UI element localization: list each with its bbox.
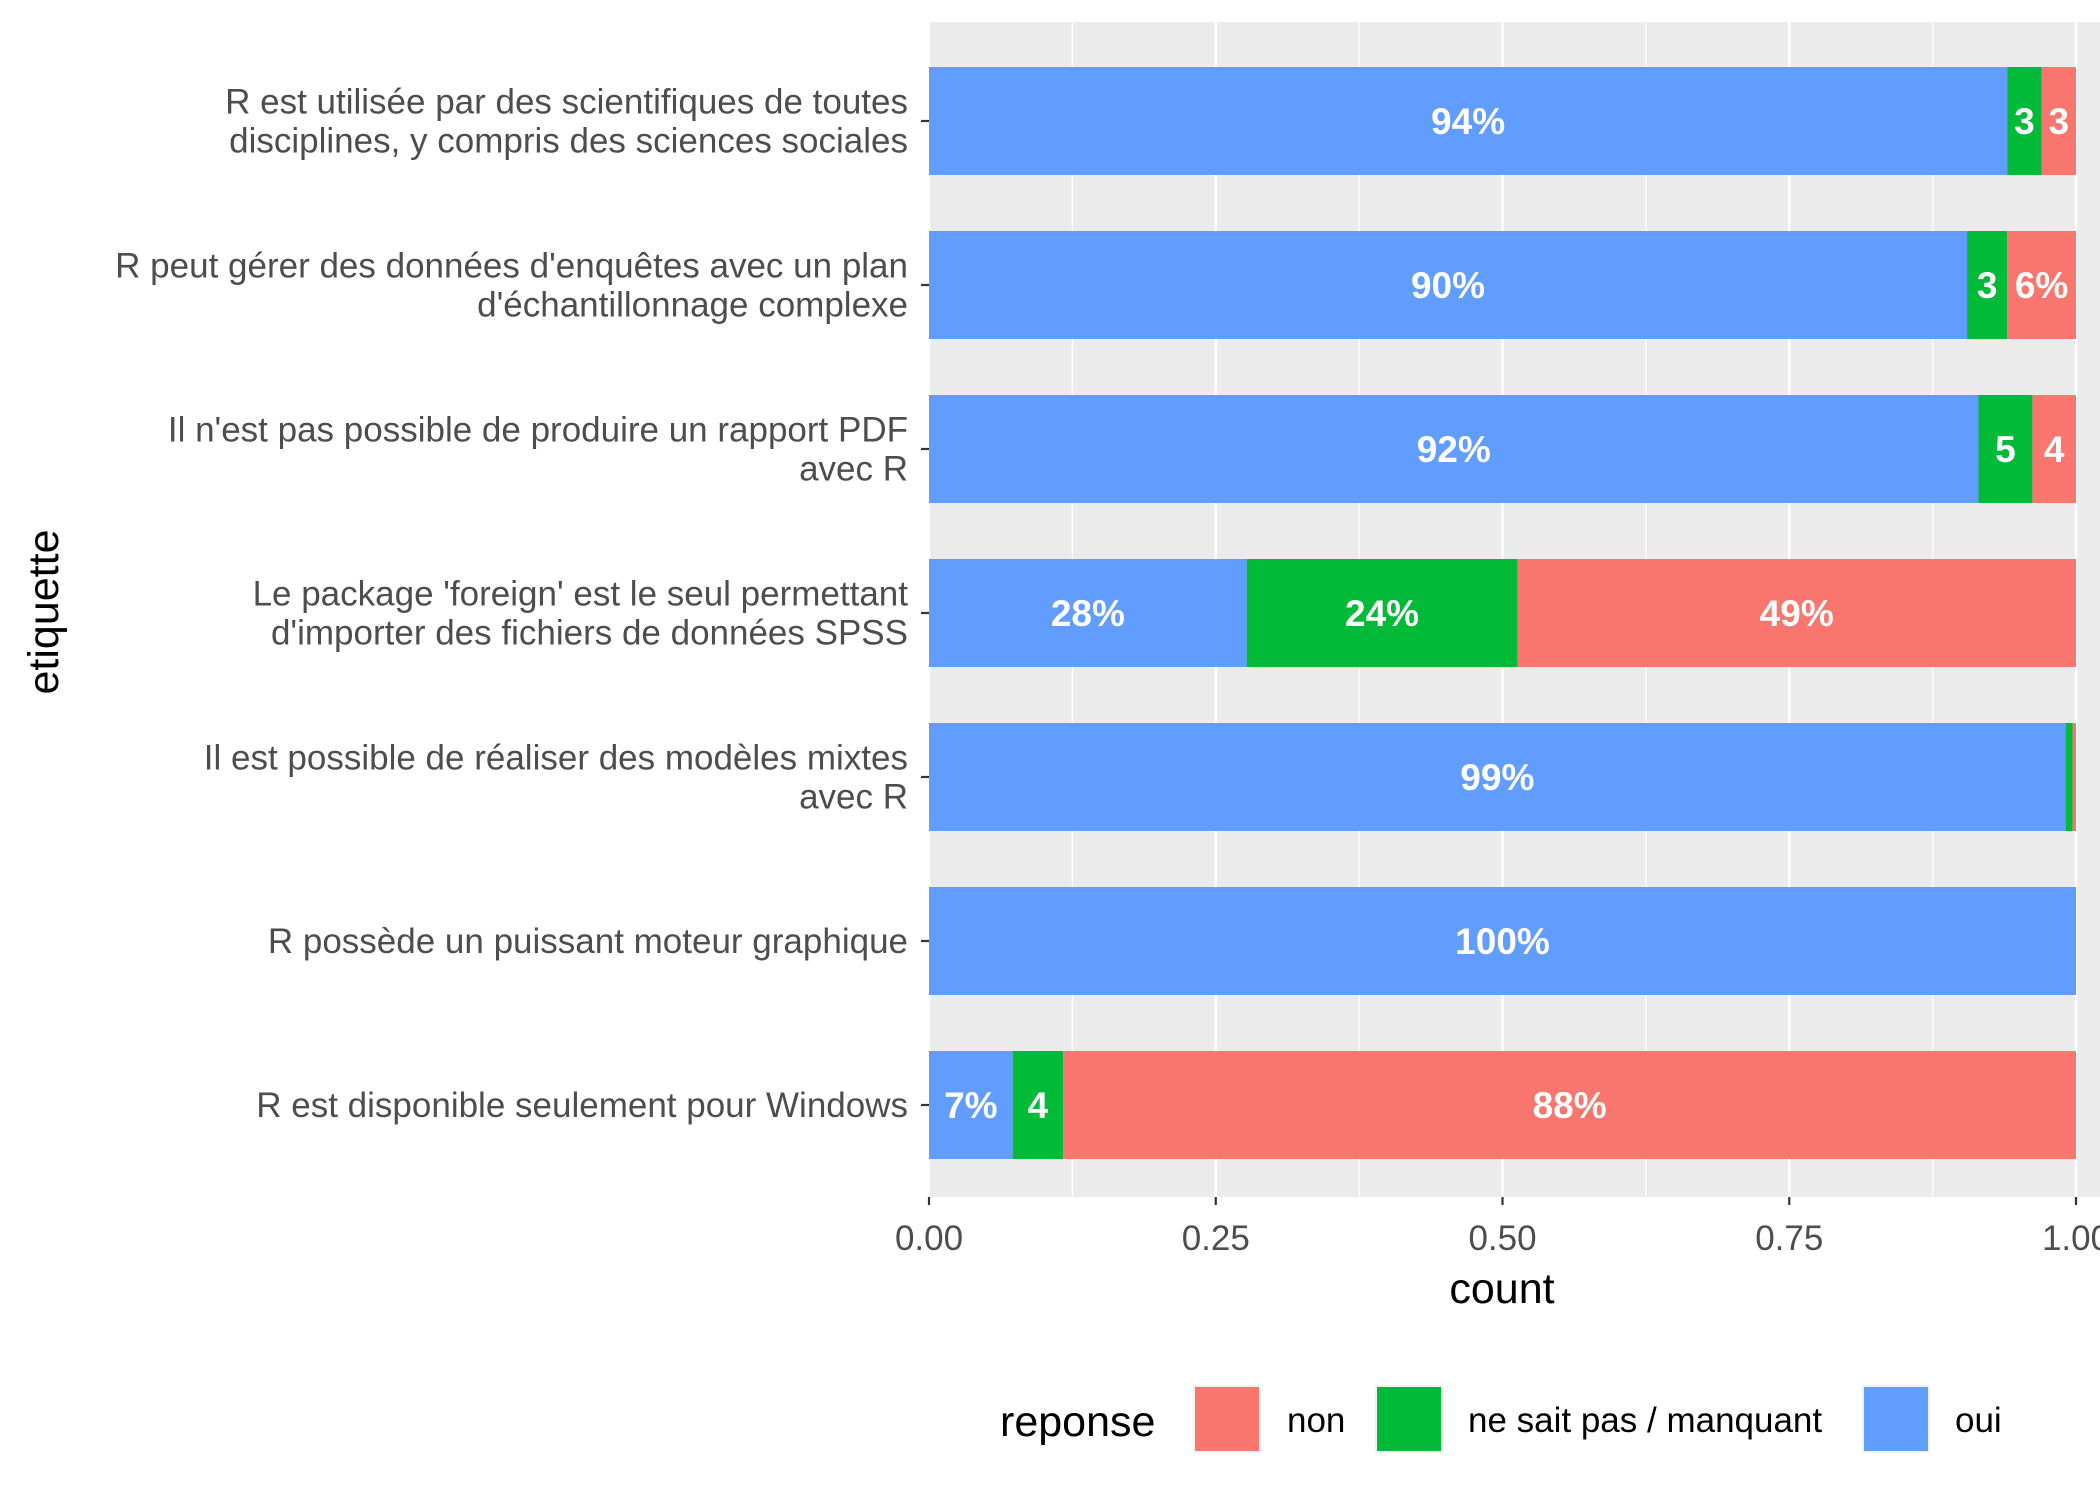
bar-value-label: 7%	[944, 1085, 997, 1126]
bar-segment-nsp	[1978, 395, 2033, 503]
category-label: Il est possible de réaliser des modèles …	[204, 739, 908, 778]
legend-label-oui: oui	[1955, 1401, 2002, 1440]
y-axis-labels: R est utilisée par des scientifiques de …	[115, 83, 929, 1125]
bar-value-label: 49%	[1760, 593, 1834, 634]
category-label: Le package 'foreign' est le seul permett…	[253, 575, 909, 614]
bar-segment-non	[1063, 1051, 2076, 1159]
bar-segment-oui	[929, 231, 1968, 339]
bar-value-label: 88%	[1533, 1085, 1607, 1126]
category-label: d'importer des fichiers de données SPSS	[271, 614, 908, 653]
bar-value-label: 94%	[1431, 101, 1505, 142]
bar-value-label: 3	[2049, 101, 2070, 142]
legend: reponse non ne sait pas / manquant oui	[1000, 1385, 2002, 1453]
bar-value-label: 3	[1977, 265, 1998, 306]
category-label: R peut gérer des données d'enquêtes avec…	[115, 247, 908, 286]
bar-segment-non	[2007, 231, 2076, 339]
legend-label-non: non	[1287, 1401, 1345, 1440]
bar-segment-oui	[929, 887, 2076, 995]
legend-label-nsp: ne sait pas / manquant	[1468, 1401, 1822, 1440]
category-label: d'échantillonnage complexe	[477, 286, 908, 325]
bar-value-label: 6%	[2015, 265, 2068, 306]
x-tick-label: 0.50	[1468, 1219, 1536, 1258]
x-tick-label: 0.25	[1182, 1219, 1250, 1258]
legend-swatch-nsp	[1377, 1387, 1441, 1451]
bar-segment-non	[2072, 723, 2076, 831]
bar-segment-nsp	[1012, 1051, 1064, 1159]
bar-segment-nsp	[1967, 231, 2008, 339]
category-label: R est utilisée par des scientifiques de …	[225, 83, 908, 122]
category-label: R possède un puissant moteur graphique	[268, 922, 908, 961]
legend-swatch-oui	[1864, 1387, 1928, 1451]
bar-segment-oui	[929, 559, 1247, 667]
bar-segment-nsp	[1246, 559, 1518, 667]
legend-title: reponse	[1000, 1398, 1155, 1446]
bar-value-label: 99%	[1460, 757, 1534, 798]
category-label: Il n'est pas possible de produire un rap…	[168, 411, 908, 450]
x-tick-label: 1.00	[2042, 1219, 2100, 1258]
bar-segment-oui	[929, 723, 2066, 831]
x-tick-label: 0.75	[1755, 1219, 1823, 1258]
bar-segment-non	[1517, 559, 2076, 667]
bar-value-label: 92%	[1417, 429, 1491, 470]
bar-value-label: 5	[1995, 429, 2016, 470]
bar-segment-oui	[929, 67, 2008, 175]
bar-segment-oui	[929, 395, 1979, 503]
bar-segment-nsp	[2007, 67, 2042, 175]
bar-value-label: 4	[1028, 1085, 1049, 1126]
category-label: disciplines, y compris des sciences soci…	[229, 122, 908, 161]
legend-swatch-non	[1195, 1387, 1259, 1451]
bar-value-label: 28%	[1051, 593, 1125, 634]
bar-segment-non	[2032, 395, 2076, 503]
bar-value-label: 4	[2044, 429, 2065, 470]
bar-value-label: 3	[2014, 101, 2035, 142]
bar-segment-non	[2041, 67, 2076, 175]
bar-segment-oui	[929, 1051, 1013, 1159]
category-label: avec R	[799, 778, 908, 817]
category-label: R est disponible seulement pour Windows	[256, 1086, 908, 1125]
bars: 94% 3 390% 3 6%92% 5 428% 24% 49%99%100%7% 4 88%	[929, 67, 2076, 1159]
bar-value-label: 24%	[1345, 593, 1419, 634]
y-axis-title: etiquette	[20, 530, 68, 695]
category-label: avec R	[799, 450, 908, 489]
bar-value-label: 100%	[1455, 921, 1550, 962]
x-axis: 0.00 0.25 0.50 0.75 1.00	[895, 1197, 2100, 1258]
x-tick-label: 0.00	[895, 1219, 963, 1258]
bar-segment-nsp	[2065, 723, 2073, 831]
x-axis-title: count	[1449, 1265, 1554, 1313]
bar-value-label: 90%	[1411, 265, 1485, 306]
